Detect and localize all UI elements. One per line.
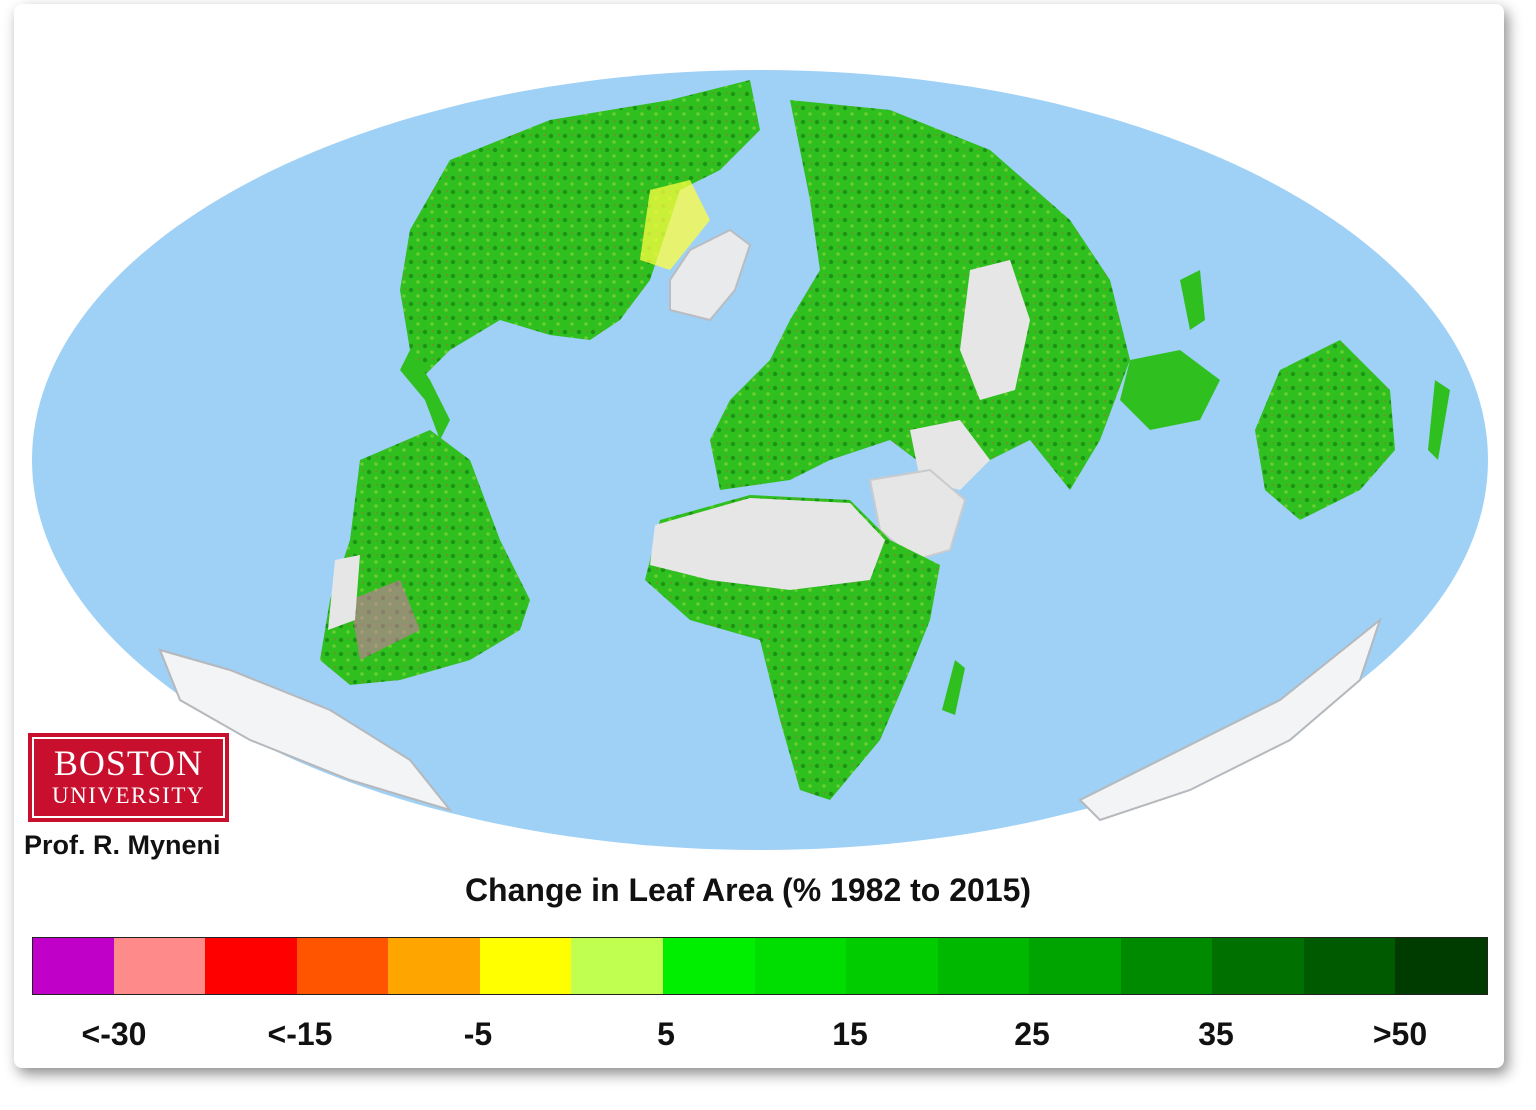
australia	[1255, 340, 1395, 520]
boston-university-logo: BOSTON UNIVERSITY	[28, 733, 229, 822]
new-zealand	[1428, 380, 1450, 460]
north-america	[400, 80, 760, 380]
legend-tick-label: 15	[832, 1016, 868, 1052]
logo-line-1: BOSTON	[53, 743, 204, 783]
legend-swatch	[1395, 938, 1488, 994]
legend-swatch	[1029, 938, 1121, 994]
color-legend-bar	[32, 937, 1488, 995]
author-credit: Prof. R. Myneni	[24, 830, 221, 860]
madagascar	[942, 660, 965, 715]
legend-swatch	[937, 938, 1030, 994]
legend-swatch	[205, 938, 297, 994]
legend-swatch	[754, 938, 847, 994]
africa	[645, 495, 940, 800]
legend-swatch	[479, 938, 572, 994]
legend-title: Change in Leaf Area (% 1982 to 2015)	[464, 872, 1032, 908]
legend-swatch	[662, 938, 755, 994]
legend-swatch	[33, 938, 114, 994]
legend-swatch	[113, 938, 206, 994]
legend-tick-label: <-30	[81, 1016, 147, 1052]
legend-tick-label: 25	[1014, 1016, 1050, 1052]
legend-swatch	[571, 938, 663, 994]
legend-swatch	[388, 938, 480, 994]
legend-swatch	[846, 938, 938, 994]
world-map	[32, 70, 1488, 850]
legend-tick-label: 35	[1198, 1016, 1234, 1052]
antarctica-west	[158, 648, 453, 812]
legend-swatch	[1120, 938, 1213, 994]
legend-swatch	[296, 938, 389, 994]
japan	[1180, 270, 1205, 330]
southeast-asia	[1120, 350, 1220, 430]
antarctica-east	[1078, 617, 1383, 822]
logo-line-2: UNIVERSITY	[52, 783, 205, 808]
greenland	[669, 228, 752, 322]
legend-tick-label: >50	[1372, 1016, 1428, 1052]
legend-swatch	[1303, 938, 1396, 994]
south-america	[320, 430, 530, 685]
central-america	[400, 350, 450, 440]
legend-tick-label: <-15	[267, 1016, 333, 1052]
legend-tick-label: 5	[657, 1016, 675, 1052]
legend-tick-label: -5	[463, 1016, 493, 1052]
legend-swatch	[1212, 938, 1304, 994]
